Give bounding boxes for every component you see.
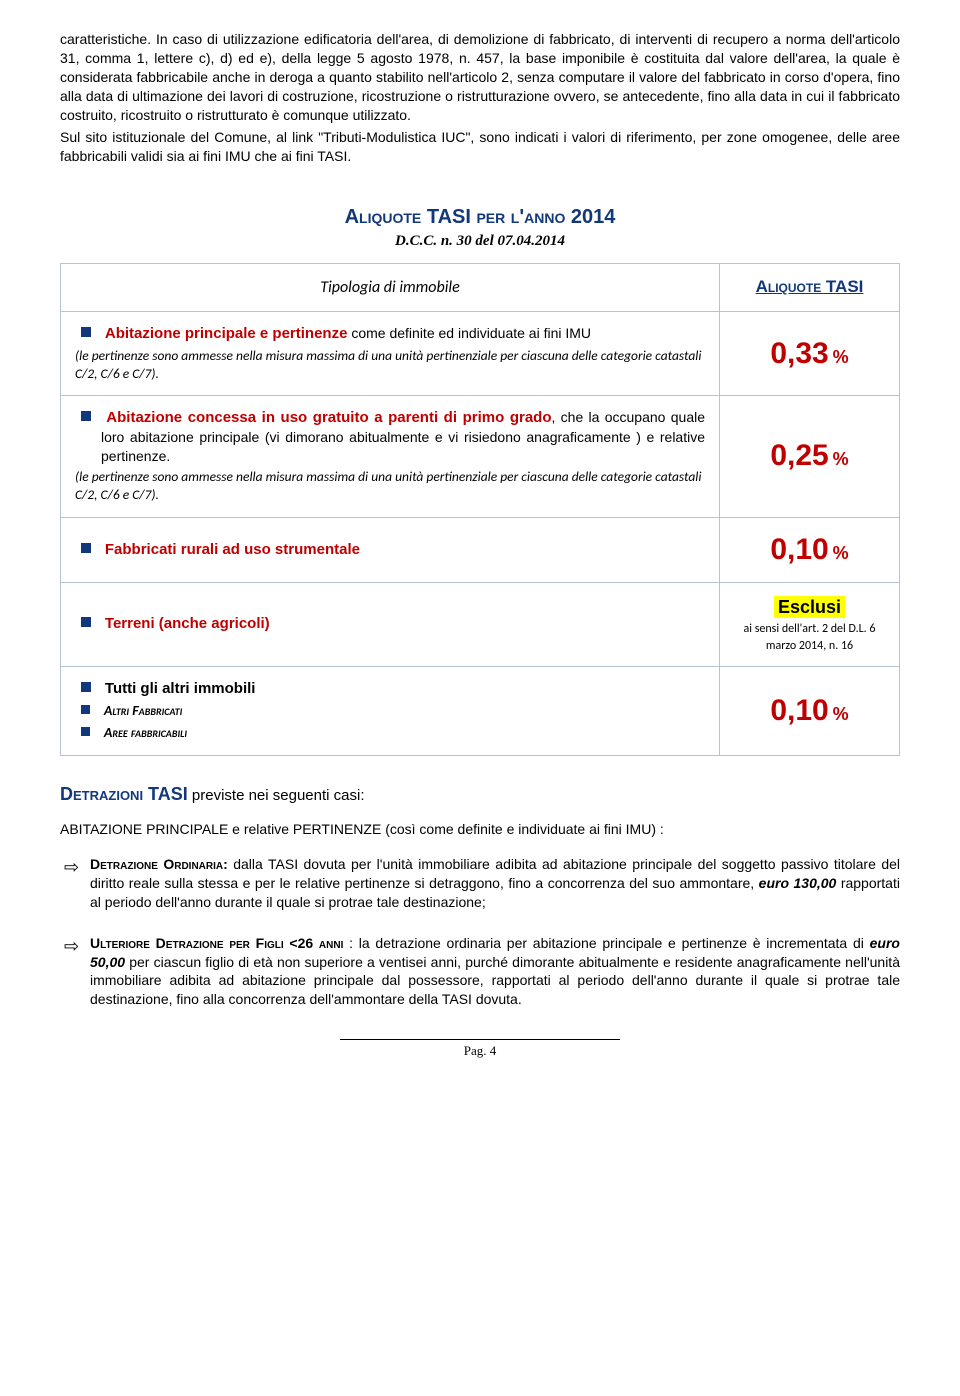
row-title: Tutti gli altri immobili (105, 680, 256, 697)
rate-cell: 0,33 % (720, 312, 900, 396)
row-desc-cell: Tutti gli altri immobili Altri Fabbricat… (61, 666, 720, 755)
page-number: Pag. 4 (464, 1043, 497, 1058)
table-row: Abitazione concessa in uso gratuito a pa… (61, 396, 900, 517)
table-header-right: Aliquote TASI (720, 264, 900, 312)
aliquote-table: Tipologia di immobile Aliquote TASI Abit… (60, 263, 900, 755)
esclusi-badge: Esclusi (774, 596, 845, 618)
table-row: Fabbricati rurali ad uso strumentale 0,1… (61, 517, 900, 583)
rate-cell: 0,25 % (720, 396, 900, 517)
rate-cell: 0,10 % (720, 517, 900, 583)
rate-pct: % (833, 704, 849, 724)
rate-value: 0,33 (770, 337, 828, 370)
row-desc-cell: Abitazione principale e pertinenze come … (61, 312, 720, 396)
bullet-icon (81, 411, 91, 421)
table-row: Tutti gli altri immobili Altri Fabbricat… (61, 666, 900, 755)
ult-text1: : la detrazione ordinaria per abitazione… (343, 935, 869, 951)
rate-cell: 0,10 % (720, 666, 900, 755)
intro-paragraph-2: Sul sito istituzionale del Comune, al li… (60, 128, 900, 166)
detrazione-ordinaria-text: Detrazione Ordinaria: dalla TASI dovuta … (90, 855, 900, 912)
rate-cell: Esclusi ai sensi dell'art. 2 del D.L. 6 … (720, 583, 900, 667)
detrazione-ulteriore: ⇨ Ulteriore Detrazione per Figli <26 ann… (60, 934, 900, 1010)
arrow-icon: ⇨ (60, 855, 90, 912)
sub-label: Altri Fabbricati (104, 702, 182, 719)
bullet-icon (81, 543, 91, 553)
bullet-icon (81, 682, 91, 692)
bullet-icon (81, 705, 90, 714)
row-title: Abitazione concessa in uso gratuito a pa… (106, 409, 551, 426)
rate-value: 0,10 (770, 533, 828, 566)
row-title: Fabbricati rurali ad uso strumentale (105, 541, 360, 558)
section-main-title: Aliquote TASI per l'anno 2014 (60, 204, 900, 231)
detrazione-ordinaria: ⇨ Detrazione Ordinaria: dalla TASI dovut… (60, 855, 900, 912)
row-title-tail: come definite ed individuate ai fini IMU (347, 325, 591, 341)
detrazioni-heading-blue: Detrazioni TASI (60, 784, 188, 804)
rate-pct: % (833, 449, 849, 469)
sub-bullet: Aree fabbricabili (81, 723, 705, 743)
ult-text2: per ciascun figlio di età non superiore … (90, 954, 900, 1008)
row-title: Abitazione principale e pertinenze (105, 325, 348, 342)
table-header-row: Tipologia di immobile Aliquote TASI (61, 264, 900, 312)
row-title: Terreni (anche agricoli) (105, 615, 270, 632)
table-row: Abitazione principale e pertinenze come … (61, 312, 900, 396)
ult-label: Ulteriore Detrazione per Figli <26 anni (90, 935, 343, 951)
row-desc-cell: Terreni (anche agricoli) (61, 583, 720, 667)
arrow-icon: ⇨ (60, 934, 90, 1010)
detrazioni-heading: Detrazioni TASI previste nei seguenti ca… (60, 782, 900, 806)
row-desc: (le pertinenze sono ammesse nella misura… (75, 347, 705, 383)
table-row: Terreni (anche agricoli) Esclusi ai sens… (61, 583, 900, 667)
ord-label: Detrazione Ordinaria: (90, 856, 228, 872)
rate-value: 0,25 (770, 439, 828, 472)
esclusi-note: ai sensi dell'art. 2 del D.L. 6 marzo 20… (734, 621, 885, 653)
detrazione-ulteriore-text: Ulteriore Detrazione per Figli <26 anni … (90, 934, 900, 1010)
ord-euro: euro 130,00 (759, 875, 837, 891)
bullet-icon (81, 617, 91, 627)
bullet-icon (81, 327, 91, 337)
sub-label: Aree fabbricabili (104, 724, 187, 741)
intro-paragraph-1: caratteristiche. In caso di utilizzazion… (60, 30, 900, 124)
sub-bullet: Altri Fabbricati (81, 701, 705, 721)
page-footer: Pag. 4 (340, 1039, 620, 1060)
bullet-icon (81, 727, 90, 736)
rate-pct: % (833, 347, 849, 367)
rate-pct: % (833, 543, 849, 563)
row-desc-cell: Fabbricati rurali ad uso strumentale (61, 517, 720, 583)
section-subtitle: D.C.C. n. 30 del 07.04.2014 (60, 231, 900, 251)
row-desc-cell: Abitazione concessa in uso gratuito a pa… (61, 396, 720, 517)
row-desc: (le pertinenze sono ammesse nella misura… (75, 468, 705, 504)
table-header-left: Tipologia di immobile (61, 264, 720, 312)
detrazioni-heading-tail: previste nei seguenti casi: (188, 787, 365, 804)
rate-value: 0,10 (770, 694, 828, 727)
section-title: Aliquote TASI per l'anno 2014 D.C.C. n. … (60, 204, 900, 251)
detrazioni-line1: ABITAZIONE PRINCIPALE e relative PERTINE… (60, 820, 900, 839)
